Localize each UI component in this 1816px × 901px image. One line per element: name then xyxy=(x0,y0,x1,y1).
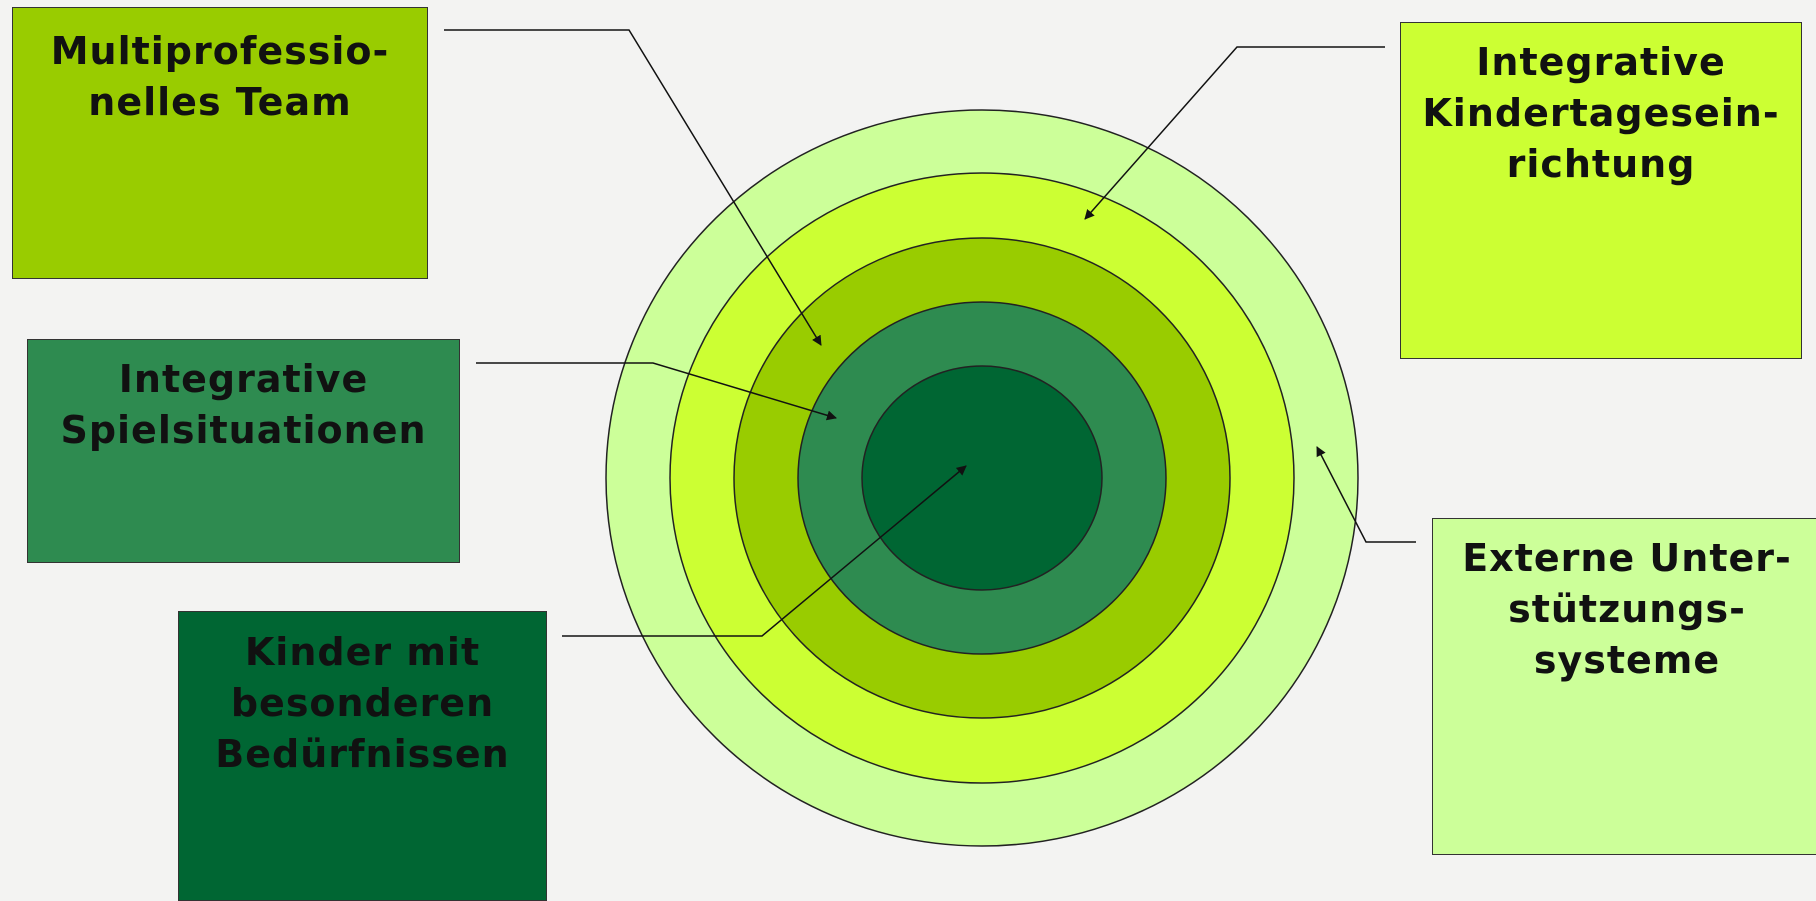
arrow-externe-unterstuetzungssysteme xyxy=(1316,446,1416,543)
label-line: Kinder mit xyxy=(244,630,481,674)
label-line: nelles Team xyxy=(88,80,352,124)
arrow-integrative-spielsituationen xyxy=(476,362,837,421)
label-kinder-mit-besonderen-beduerfnissen: Kinder mit besonderen Bedürfnissen xyxy=(178,611,547,901)
label-line: Kindertagesein- xyxy=(1422,91,1780,135)
arrow-multiprofessionelles-team xyxy=(444,29,822,346)
label-line: Externe Unter- xyxy=(1462,536,1792,580)
label-integrative-spielsituationen: Integrative Spielsituationen xyxy=(27,339,460,563)
label-line: Integrative xyxy=(118,357,369,401)
label-multiprofessionelles-team: Multiprofessio- nelles Team xyxy=(12,7,428,279)
arrow-kinder xyxy=(562,465,967,637)
label-line: Multiprofessio- xyxy=(50,29,390,73)
ring-core-kinder xyxy=(861,365,1103,591)
arrow-integrative-kindertageseinrichtung xyxy=(1084,46,1385,220)
label-line: stützungs- xyxy=(1508,587,1746,631)
label-line: Spielsituationen xyxy=(60,408,427,452)
label-externe-unterstuetzungssysteme: Externe Unter- stützungs- systeme xyxy=(1432,518,1816,855)
label-line: richtung xyxy=(1506,142,1696,186)
label-line: systeme xyxy=(1533,638,1721,682)
label-integrative-kindertageseinrichtung: Integrative Kindertagesein- richtung xyxy=(1400,22,1802,359)
label-line: Bedürfnissen xyxy=(215,732,510,776)
label-line: besonderen xyxy=(230,681,495,725)
label-line: Integrative xyxy=(1476,40,1726,84)
